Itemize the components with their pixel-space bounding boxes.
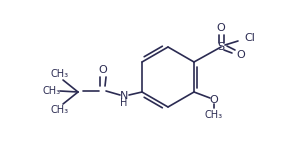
Text: CH₃: CH₃ (43, 86, 61, 96)
Text: O: O (210, 95, 218, 105)
Text: Cl: Cl (244, 33, 255, 43)
Text: O: O (237, 50, 245, 60)
Text: CH₃: CH₃ (205, 110, 223, 120)
Text: N: N (120, 91, 128, 101)
Text: O: O (99, 65, 107, 75)
Text: H: H (120, 98, 128, 108)
Text: CH₃: CH₃ (51, 69, 69, 79)
Text: CH₃: CH₃ (51, 105, 69, 115)
Text: O: O (217, 23, 225, 33)
Text: S: S (218, 42, 224, 52)
